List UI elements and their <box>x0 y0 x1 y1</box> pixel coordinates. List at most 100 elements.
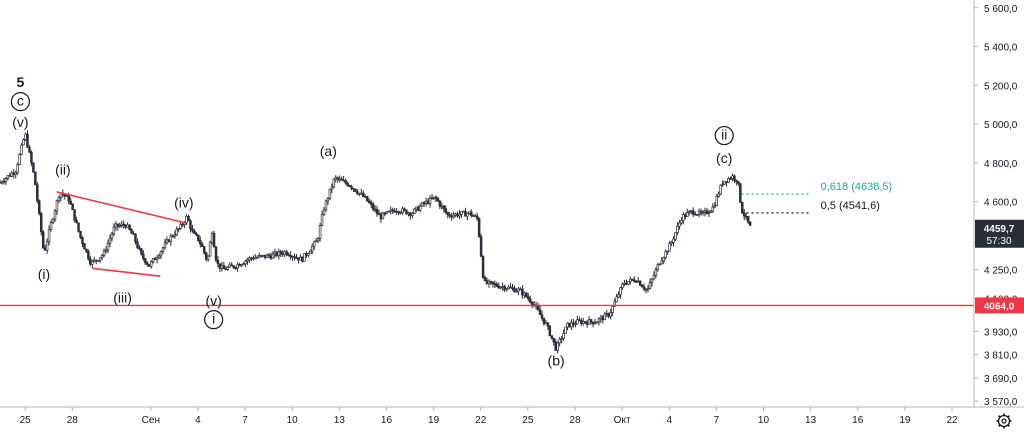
candle <box>670 240 673 247</box>
candle-body <box>662 257 665 262</box>
candle-body <box>173 234 177 237</box>
candle <box>737 181 740 186</box>
candle-body <box>163 242 167 249</box>
candle-body <box>725 181 728 183</box>
candle <box>418 203 422 213</box>
candle-body <box>591 321 595 325</box>
candle <box>583 321 587 325</box>
candle-body <box>354 188 357 192</box>
candle-body <box>487 280 491 285</box>
candle-body <box>310 245 314 252</box>
candle-body <box>287 254 290 256</box>
candle-body <box>517 288 520 292</box>
candle-body <box>481 255 485 278</box>
candle <box>676 222 679 236</box>
candle-body <box>352 187 355 190</box>
candle <box>240 263 243 268</box>
candle-body <box>638 280 642 286</box>
candle <box>55 199 59 215</box>
candle-body <box>666 250 669 253</box>
candle <box>611 305 614 316</box>
candle-body <box>220 265 224 269</box>
candle-body <box>491 281 495 285</box>
candle-body <box>8 175 12 177</box>
candle-body <box>432 196 436 199</box>
candle <box>2 177 6 185</box>
candle <box>503 284 506 292</box>
candle-body <box>365 196 369 202</box>
gear-icon[interactable] <box>996 413 1012 429</box>
candle-body <box>448 214 451 217</box>
candle <box>540 310 544 321</box>
time-tick-label: 13 <box>334 415 346 426</box>
candle-body <box>275 251 279 257</box>
candle <box>134 233 137 245</box>
candle <box>83 243 86 250</box>
candle-body <box>151 258 155 263</box>
candle <box>336 176 340 183</box>
candle-body <box>12 172 15 175</box>
candle <box>75 216 78 224</box>
candle <box>568 322 571 328</box>
candle-body <box>41 231 45 249</box>
candle <box>595 321 599 324</box>
candle-body <box>189 220 192 230</box>
candle <box>633 276 636 283</box>
candle-body <box>318 225 322 239</box>
candle-body <box>94 259 98 262</box>
candle-body <box>530 301 534 305</box>
candle-body <box>462 210 465 213</box>
candle-body <box>472 215 475 217</box>
candle <box>22 138 25 146</box>
candle-body <box>466 213 469 217</box>
candle-body <box>47 228 51 242</box>
candle <box>191 224 194 233</box>
time-axis[interactable]: 25 28 Сен 4 7 10 13 16 19 22 25 28 Окт 4 7 10 13 16 19 22 <box>0 406 1024 429</box>
candle-body <box>597 318 601 323</box>
trendline <box>92 267 161 277</box>
candle-body <box>53 210 57 220</box>
candle-body <box>98 257 102 261</box>
candle-body <box>654 269 658 276</box>
candle-body <box>240 264 243 267</box>
candle <box>413 208 416 214</box>
candle-body <box>214 246 218 261</box>
candle-body <box>263 254 267 258</box>
candle-body <box>383 212 387 215</box>
wave-label: 5 <box>17 74 25 90</box>
candle <box>307 252 310 258</box>
candle <box>391 207 394 214</box>
candle-body <box>403 208 406 211</box>
candle <box>470 209 473 218</box>
candle <box>91 259 94 269</box>
candle-body <box>201 243 204 247</box>
candle <box>483 275 487 282</box>
candle-body <box>648 282 652 289</box>
candle-body <box>218 263 222 269</box>
candle-body <box>413 208 416 214</box>
candle <box>515 288 518 293</box>
candle-body <box>379 214 383 220</box>
candle-body <box>495 283 499 287</box>
candle-body <box>711 206 715 212</box>
candle-body <box>87 250 90 260</box>
candle-body <box>177 228 180 230</box>
candle-body <box>112 226 116 235</box>
candle-body <box>556 342 559 351</box>
candle-body <box>489 280 493 283</box>
candle-body <box>430 197 434 200</box>
candle-body <box>346 182 349 186</box>
candle <box>36 181 39 204</box>
time-tick-label: 16 <box>381 415 393 426</box>
candle <box>572 318 575 328</box>
candle <box>603 311 607 321</box>
candle-body <box>528 298 532 303</box>
candle-body <box>548 325 552 337</box>
candle-body <box>523 292 526 296</box>
price-axis[interactable]: 5 600,0 5 400,0 5 200,0 5 000,0 4 800,0 4 600… <box>973 0 1024 408</box>
candle-body <box>581 321 585 324</box>
candle-body <box>668 243 671 252</box>
candle-body <box>367 200 371 204</box>
